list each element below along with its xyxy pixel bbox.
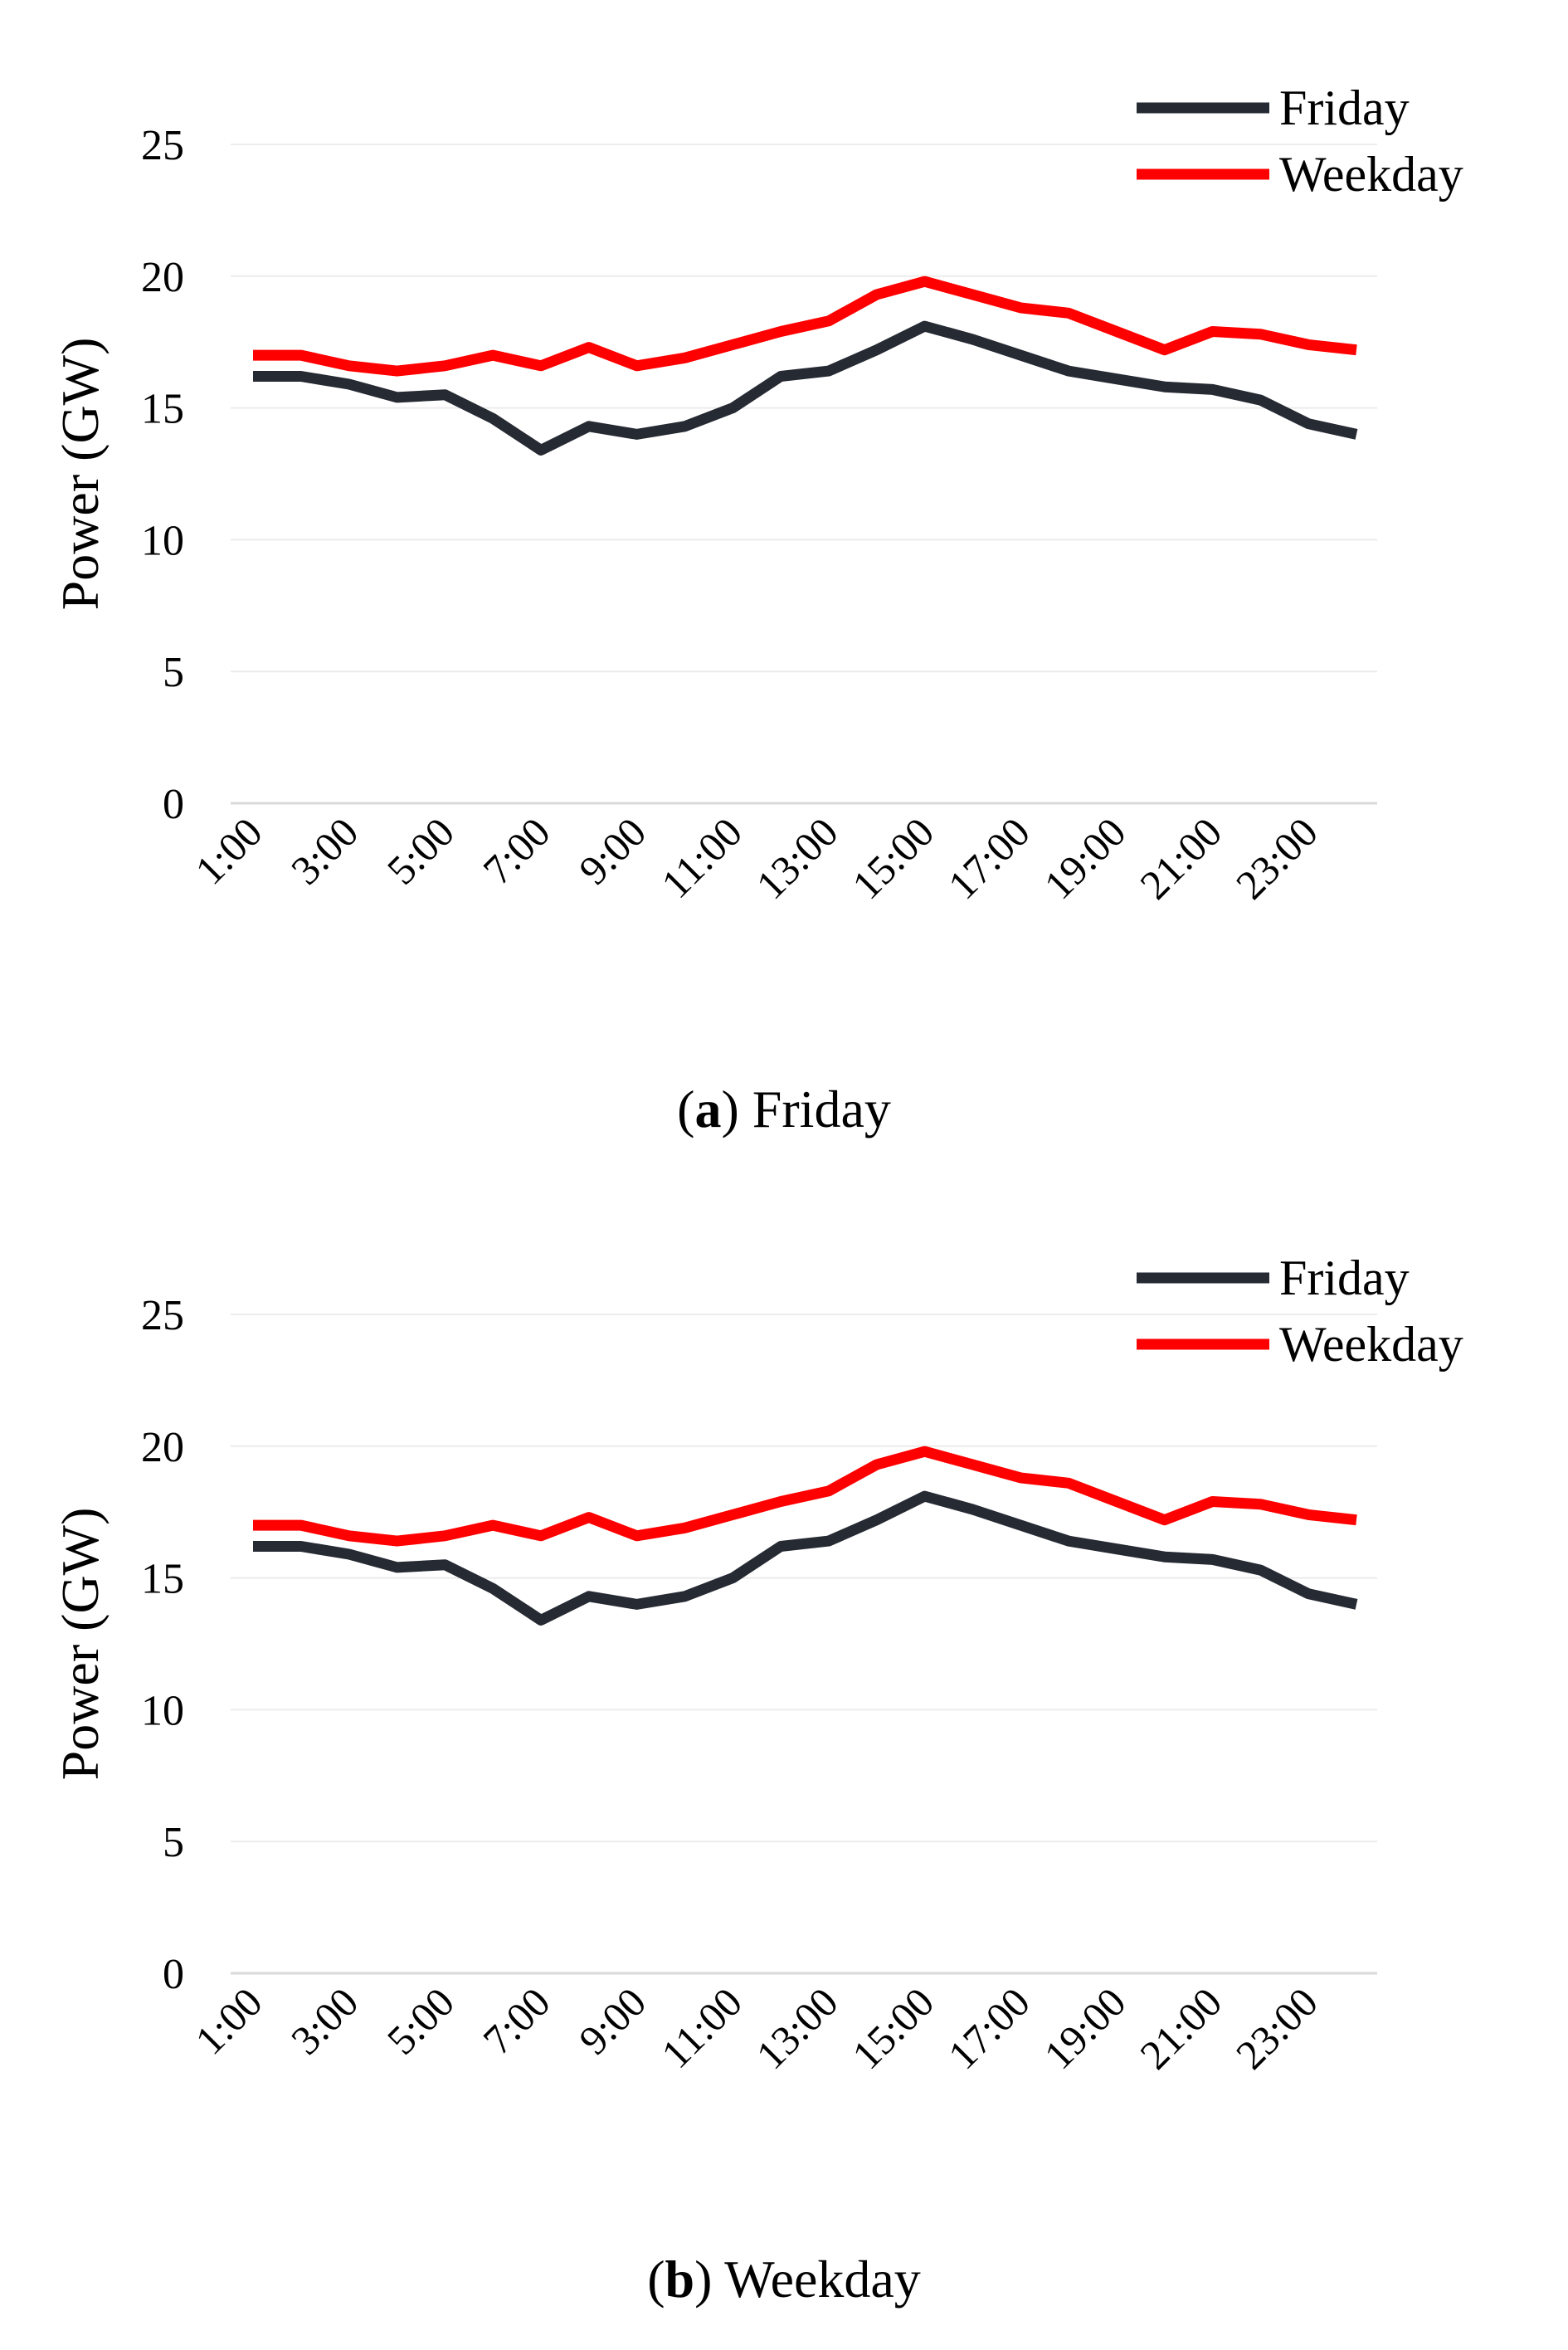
y-axis-label: Power (GW) [51, 338, 110, 611]
chart-b: 0 5 10 15 20 25 Power (GW) 1:00 3:00 5:00 7:00 9:00… [51, 1251, 1463, 2078]
chart-panel-a: 0 5 10 15 20 25 Power (GW) 1:00 3:00 5:00 7:00 9:00… [0, 0, 1568, 1170]
x-tick-label: 19:00 [1035, 1978, 1135, 2078]
y-tick-label: 25 [141, 122, 184, 169]
legend-label-friday: Friday [1279, 80, 1410, 135]
chart-panel-b: 0 5 10 15 20 25 Power (GW) 1:00 3:00 5:00 7:00 9:00… [0, 1170, 1568, 2350]
x-tick-label: 19:00 [1035, 808, 1135, 908]
y-tick-label: 20 [141, 1424, 184, 1471]
x-tick-label: 5:00 [378, 808, 463, 893]
x-tick-label: 21:00 [1131, 808, 1230, 908]
legend-label-weekday: Weekday [1279, 147, 1463, 202]
x-tick-label: 1:00 [186, 1978, 270, 2063]
legend-label-weekday: Weekday [1279, 1317, 1463, 1372]
caption-a-text: Friday [752, 1080, 891, 1138]
caption-a: (a) Friday [677, 1080, 891, 1138]
x-tick-label: 7:00 [474, 808, 558, 893]
x-tick-label: 3:00 [282, 808, 367, 893]
y-tick-label: 25 [141, 1292, 184, 1339]
x-tick-label: 9:00 [570, 808, 655, 893]
y-tick-label: 20 [141, 254, 184, 301]
caption-b: (b) Weekday [647, 2250, 921, 2309]
y-tick-label: 5 [163, 649, 184, 696]
x-tick-label: 3:00 [282, 1978, 367, 2063]
x-tick-label: 1:00 [186, 808, 270, 893]
x-tick-label: 13:00 [747, 1978, 847, 2078]
caption-b-text: Weekday [724, 2250, 921, 2309]
x-tick-label: 11:00 [652, 1978, 751, 2077]
x-tick-label: 11:00 [652, 808, 751, 907]
y-tick-label: 15 [141, 1556, 184, 1603]
series-line-friday [253, 320, 1358, 456]
series-line-friday [253, 1490, 1358, 1626]
chart-a: 0 5 10 15 20 25 Power (GW) 1:00 3:00 5:00 7:00 9:00… [51, 80, 1463, 908]
x-tick-label: 9:00 [570, 1978, 655, 2063]
x-tick-label: 15:00 [843, 808, 942, 908]
caption-b-label: b [665, 2250, 695, 2309]
x-tick-label: 21:00 [1131, 1978, 1230, 2078]
x-tick-label: 13:00 [747, 808, 847, 908]
caption-a-label: a [694, 1080, 722, 1138]
x-tick-label: 23:00 [1227, 808, 1327, 908]
x-tick-label: 7:00 [474, 1978, 558, 2063]
x-tick-label: 5:00 [378, 1978, 463, 2063]
x-tick-label: 17:00 [939, 1978, 1039, 2078]
y-tick-label: 10 [141, 1687, 184, 1734]
y-axis-label: Power (GW) [51, 1508, 110, 1781]
y-tick-label: 10 [141, 517, 184, 564]
legend-label-friday: Friday [1279, 1251, 1410, 1305]
x-tick-label: 17:00 [939, 808, 1039, 908]
series-line-weekday [253, 275, 1357, 377]
y-tick-label: 5 [163, 1819, 184, 1866]
x-tick-label: 23:00 [1227, 1978, 1327, 2078]
y-tick-label: 0 [163, 1951, 184, 1998]
y-tick-label: 15 [141, 386, 184, 433]
y-tick-label: 0 [163, 781, 184, 828]
x-tick-label: 15:00 [843, 1978, 942, 2078]
series-line-weekday [253, 1446, 1357, 1547]
